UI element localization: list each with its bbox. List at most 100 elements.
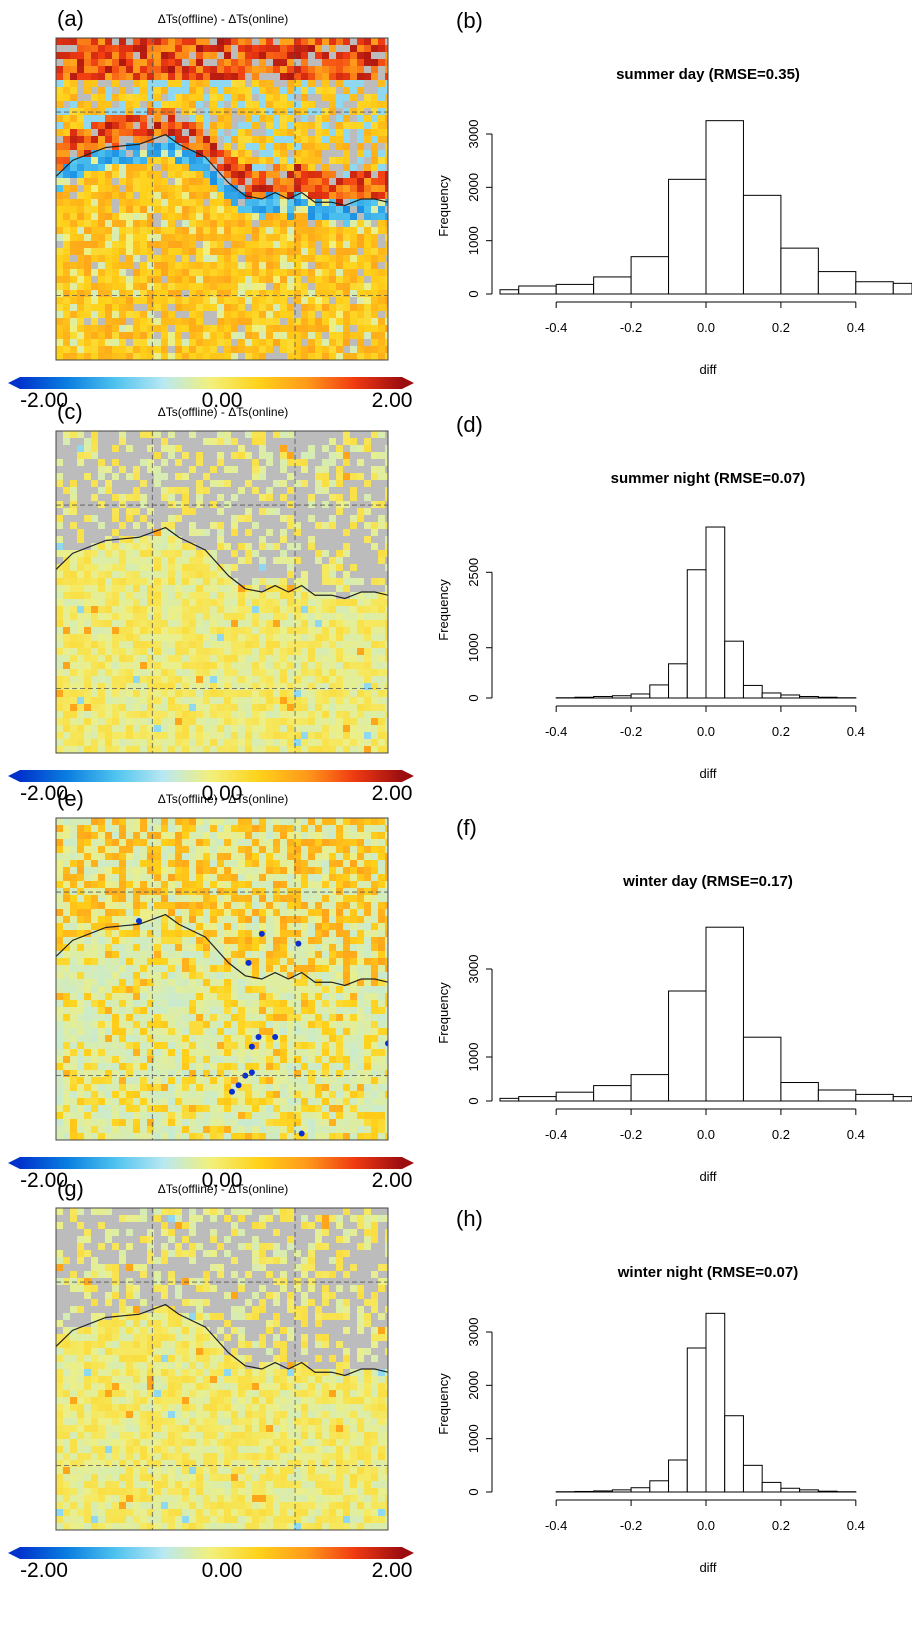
map-cell xyxy=(217,276,224,283)
map-cell xyxy=(182,311,189,318)
map-cell xyxy=(231,115,238,122)
map-cell xyxy=(91,185,98,192)
map-cell xyxy=(98,606,105,613)
map-cell xyxy=(371,346,378,353)
map-cell xyxy=(252,248,259,255)
map-cell xyxy=(343,543,350,550)
map-cell xyxy=(182,206,189,213)
map-cell xyxy=(343,108,350,115)
map-cell xyxy=(385,143,388,150)
map-cell xyxy=(203,536,210,543)
map-cell xyxy=(343,550,350,557)
map-cell xyxy=(224,431,231,438)
map-cell xyxy=(371,339,378,346)
map-cell xyxy=(322,825,329,832)
map-cell xyxy=(224,655,231,662)
map-cell xyxy=(175,571,182,578)
map-cell xyxy=(231,164,238,171)
map-cell xyxy=(224,839,231,846)
map-cell xyxy=(56,697,63,704)
map-cell xyxy=(203,825,210,832)
map-cell xyxy=(210,178,217,185)
map-cell xyxy=(224,108,231,115)
map-cell xyxy=(112,459,119,466)
map-cell xyxy=(259,94,266,101)
map-cell xyxy=(238,318,245,325)
map-cell xyxy=(147,860,154,867)
map-cell xyxy=(224,115,231,122)
map-cell xyxy=(385,564,388,571)
map-cell xyxy=(252,122,259,129)
map-cell xyxy=(378,746,385,753)
map-cell xyxy=(287,585,294,592)
map-cell xyxy=(224,87,231,94)
map-cell xyxy=(329,501,336,508)
map-cell xyxy=(175,669,182,676)
map-cell xyxy=(322,466,329,473)
map-cell xyxy=(91,101,98,108)
map-cell xyxy=(385,697,388,704)
map-cell xyxy=(371,178,378,185)
map-cell xyxy=(210,262,217,269)
map-cell xyxy=(147,311,154,318)
map-cell xyxy=(238,206,245,213)
map-cell xyxy=(112,613,119,620)
map-cell xyxy=(322,304,329,311)
map-cell xyxy=(280,515,287,522)
map-cell xyxy=(189,662,196,669)
map-cell xyxy=(238,725,245,732)
map-cell xyxy=(154,832,161,839)
map-cell xyxy=(231,599,238,606)
map-cell xyxy=(357,620,364,627)
map-cell xyxy=(84,676,91,683)
map-cell xyxy=(385,557,388,564)
map-cell xyxy=(84,325,91,332)
map-cell xyxy=(252,501,259,508)
map-cell xyxy=(161,255,168,262)
map-cell xyxy=(245,627,252,634)
map-cell xyxy=(154,353,161,360)
map-cell xyxy=(245,676,252,683)
map-cell xyxy=(77,853,84,860)
map-cell xyxy=(329,45,336,52)
map-cell xyxy=(371,171,378,178)
coastline xyxy=(56,133,388,207)
map-cell xyxy=(119,206,126,213)
map-cell xyxy=(273,846,280,853)
map-cell xyxy=(378,683,385,690)
map-cell xyxy=(147,613,154,620)
map-cell xyxy=(196,255,203,262)
map-cell xyxy=(224,669,231,676)
map-cell xyxy=(301,311,308,318)
map-cell xyxy=(91,853,98,860)
map-cell xyxy=(378,732,385,739)
map-cell xyxy=(329,122,336,129)
map-cell xyxy=(259,550,266,557)
map-cell xyxy=(70,881,77,888)
map-cell xyxy=(294,874,301,881)
map-cell xyxy=(91,501,98,508)
map-cell xyxy=(252,325,259,332)
map-cell xyxy=(364,101,371,108)
map-cell xyxy=(294,550,301,557)
map-cell xyxy=(266,255,273,262)
map-cell xyxy=(175,66,182,73)
map-cell xyxy=(112,466,119,473)
map-cell xyxy=(385,59,388,66)
map-panels: (a) ΔTs(offline) - ΔTs(online)-2.00 0.00 2.… xyxy=(8,6,414,1582)
map-cell xyxy=(224,888,231,895)
map-cell xyxy=(98,648,105,655)
map-cell xyxy=(112,283,119,290)
map-cell xyxy=(98,585,105,592)
map-cell xyxy=(371,690,378,697)
map-cell xyxy=(161,867,168,874)
map-cell xyxy=(210,199,217,206)
map-cell xyxy=(343,192,350,199)
map-cell xyxy=(210,725,217,732)
map-cell xyxy=(266,290,273,297)
map-cell xyxy=(245,438,252,445)
map-cell xyxy=(98,494,105,501)
map-cell xyxy=(273,466,280,473)
map-cell xyxy=(154,641,161,648)
map-cell xyxy=(105,676,112,683)
